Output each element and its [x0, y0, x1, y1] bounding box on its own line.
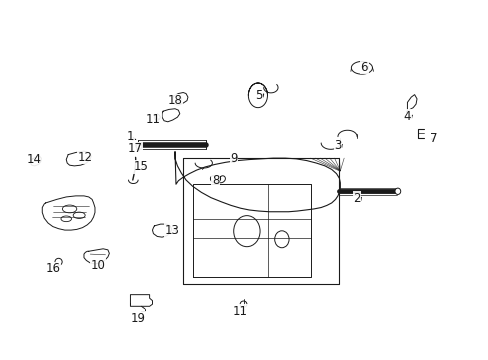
Text: 4: 4 — [403, 110, 410, 123]
Text: 6: 6 — [360, 60, 367, 73]
Polygon shape — [30, 156, 41, 166]
Ellipse shape — [61, 216, 71, 222]
Ellipse shape — [55, 258, 62, 265]
Polygon shape — [152, 224, 171, 237]
Ellipse shape — [394, 188, 400, 194]
Polygon shape — [406, 95, 416, 112]
Text: 18: 18 — [167, 94, 182, 107]
Ellipse shape — [240, 301, 246, 307]
Text: 13: 13 — [164, 224, 179, 237]
Text: 8: 8 — [212, 174, 219, 187]
Polygon shape — [175, 152, 340, 212]
Text: 14: 14 — [27, 153, 42, 166]
Text: 7: 7 — [429, 132, 437, 145]
Text: 19: 19 — [130, 312, 145, 325]
Text: 11: 11 — [232, 305, 247, 318]
Ellipse shape — [73, 212, 85, 219]
Ellipse shape — [178, 97, 182, 100]
Text: 16: 16 — [45, 262, 60, 275]
Ellipse shape — [154, 114, 160, 120]
Polygon shape — [84, 249, 109, 264]
Text: 15: 15 — [134, 160, 149, 173]
Text: 1: 1 — [126, 130, 134, 143]
Ellipse shape — [136, 144, 142, 149]
Text: 2: 2 — [353, 192, 360, 205]
Text: 10: 10 — [91, 259, 105, 272]
Text: 3: 3 — [334, 139, 341, 152]
Polygon shape — [162, 109, 180, 122]
Polygon shape — [130, 294, 152, 306]
Polygon shape — [172, 93, 187, 105]
Text: 11: 11 — [145, 113, 161, 126]
Text: 5: 5 — [255, 89, 262, 102]
Text: 12: 12 — [78, 150, 93, 163]
Text: 17: 17 — [127, 143, 142, 156]
Polygon shape — [42, 196, 95, 230]
Ellipse shape — [62, 205, 77, 213]
Text: 9: 9 — [230, 152, 237, 165]
Polygon shape — [66, 151, 91, 166]
